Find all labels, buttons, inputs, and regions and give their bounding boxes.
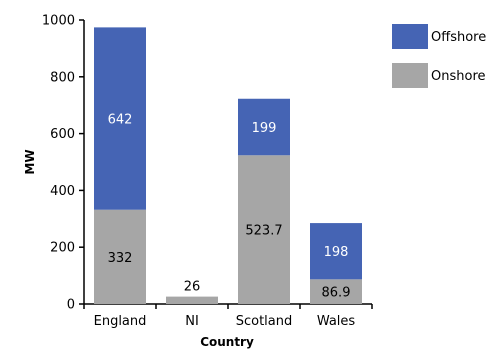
bar-onshore-england: [94, 209, 146, 304]
y-tick-label: 600: [50, 127, 75, 142]
x-tick-label: Wales: [317, 314, 356, 329]
y-tick-label: 800: [50, 70, 75, 85]
bar-offshore-wales: [310, 223, 362, 280]
x-axis-title: Country: [200, 335, 254, 349]
y-tick-label: 1000: [42, 14, 75, 29]
legend-label-onshore: Onshore: [431, 69, 486, 84]
legend-label-offshore: Offshore: [431, 30, 486, 45]
x-tick-label: England: [94, 314, 147, 329]
bar-onshore-scotland: [238, 155, 290, 304]
data-labels: 332 642 26 523.7 199 86.9 198: [108, 113, 351, 301]
bars: [94, 27, 362, 304]
data-label: 199: [252, 121, 277, 136]
data-label: 332: [108, 251, 133, 266]
y-tick-label: 0: [67, 298, 75, 313]
bar-onshore-ni: [166, 296, 218, 304]
y-tick-label: 200: [50, 241, 75, 256]
legend-swatch-onshore: [392, 63, 428, 88]
x-tick-label: NI: [185, 314, 199, 329]
legend-swatch-offshore: [392, 24, 428, 49]
x-tick-label: Scotland: [236, 314, 293, 329]
bar-offshore-scotland: [238, 98, 290, 156]
y-tick-label: 400: [50, 184, 75, 199]
bar-offshore-england: [94, 27, 146, 210]
data-label: 523.7: [245, 224, 282, 239]
data-label: 198: [324, 245, 349, 260]
data-label: 86.9: [322, 286, 351, 301]
legend: Offshore Onshore: [392, 24, 486, 88]
data-label: 642: [108, 113, 133, 128]
x-ticks: [83, 304, 373, 309]
y-ticks: 0 200 400 600 800 1000: [42, 14, 84, 313]
x-tick-labels: England NI Scotland Wales: [94, 314, 356, 329]
data-label: 26: [184, 280, 201, 295]
bar-onshore-wales: [310, 279, 362, 304]
y-axis-title: MW: [23, 149, 37, 174]
